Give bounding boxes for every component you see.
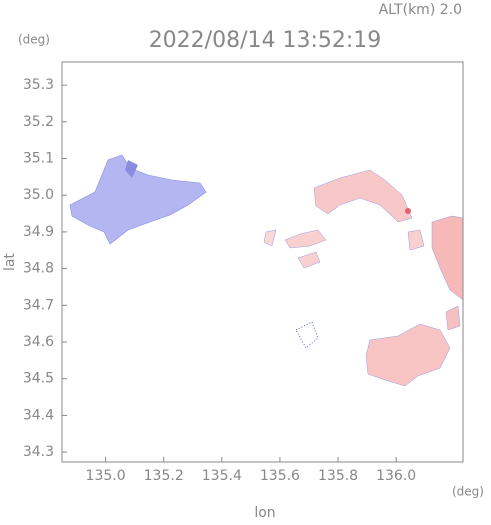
y-tick-label: 34.9 <box>23 224 54 240</box>
x-tick-label: 136.0 <box>376 468 416 484</box>
chart-title: 2022/08/14 13:52:19 <box>149 28 382 53</box>
x-tick-label: 135.4 <box>202 468 242 484</box>
y-unit: (deg) <box>18 33 50 47</box>
y-tick-label: 35.3 <box>23 77 54 93</box>
echo-positive-small2 <box>263 229 277 247</box>
echo-positive-south <box>365 323 451 387</box>
plot-frame <box>61 61 464 463</box>
y-tick-label: 35.2 <box>23 114 54 130</box>
echo-negative-core <box>125 160 138 178</box>
echo-positive <box>313 169 413 223</box>
y-tick-label: 35.0 <box>23 187 54 203</box>
echo-negative-small <box>295 321 319 349</box>
x-unit: (deg) <box>452 485 484 499</box>
echo-positive-mid <box>284 229 327 249</box>
echo-negative <box>69 154 207 245</box>
y-tick-label: 34.3 <box>23 444 54 460</box>
x-axis-label: lon <box>254 505 275 521</box>
echo-peak <box>405 208 411 214</box>
echo-positive-east2 <box>445 305 461 331</box>
echo-regions <box>69 154 464 387</box>
y-tick-label: 34.4 <box>23 407 54 423</box>
echo-positive-east <box>431 215 464 301</box>
altitude-label: ALT(km) 2.0 <box>379 2 462 18</box>
y-axis-label: lat <box>2 253 18 271</box>
x-tick-label: 135.0 <box>86 468 126 484</box>
y-tick-label: 34.5 <box>23 371 54 387</box>
x-tick-label: 135.6 <box>260 468 300 484</box>
echo-positive-small <box>407 229 425 251</box>
y-tick-label: 35.1 <box>23 151 54 167</box>
y-tick-label: 34.7 <box>23 297 54 313</box>
x-tick-label: 135.2 <box>144 468 184 484</box>
y-tick-label: 34.6 <box>23 334 54 350</box>
x-tick-label: 135.8 <box>318 468 358 484</box>
y-tick-label: 34.8 <box>23 261 54 277</box>
echo-positive-mid2 <box>297 251 321 269</box>
